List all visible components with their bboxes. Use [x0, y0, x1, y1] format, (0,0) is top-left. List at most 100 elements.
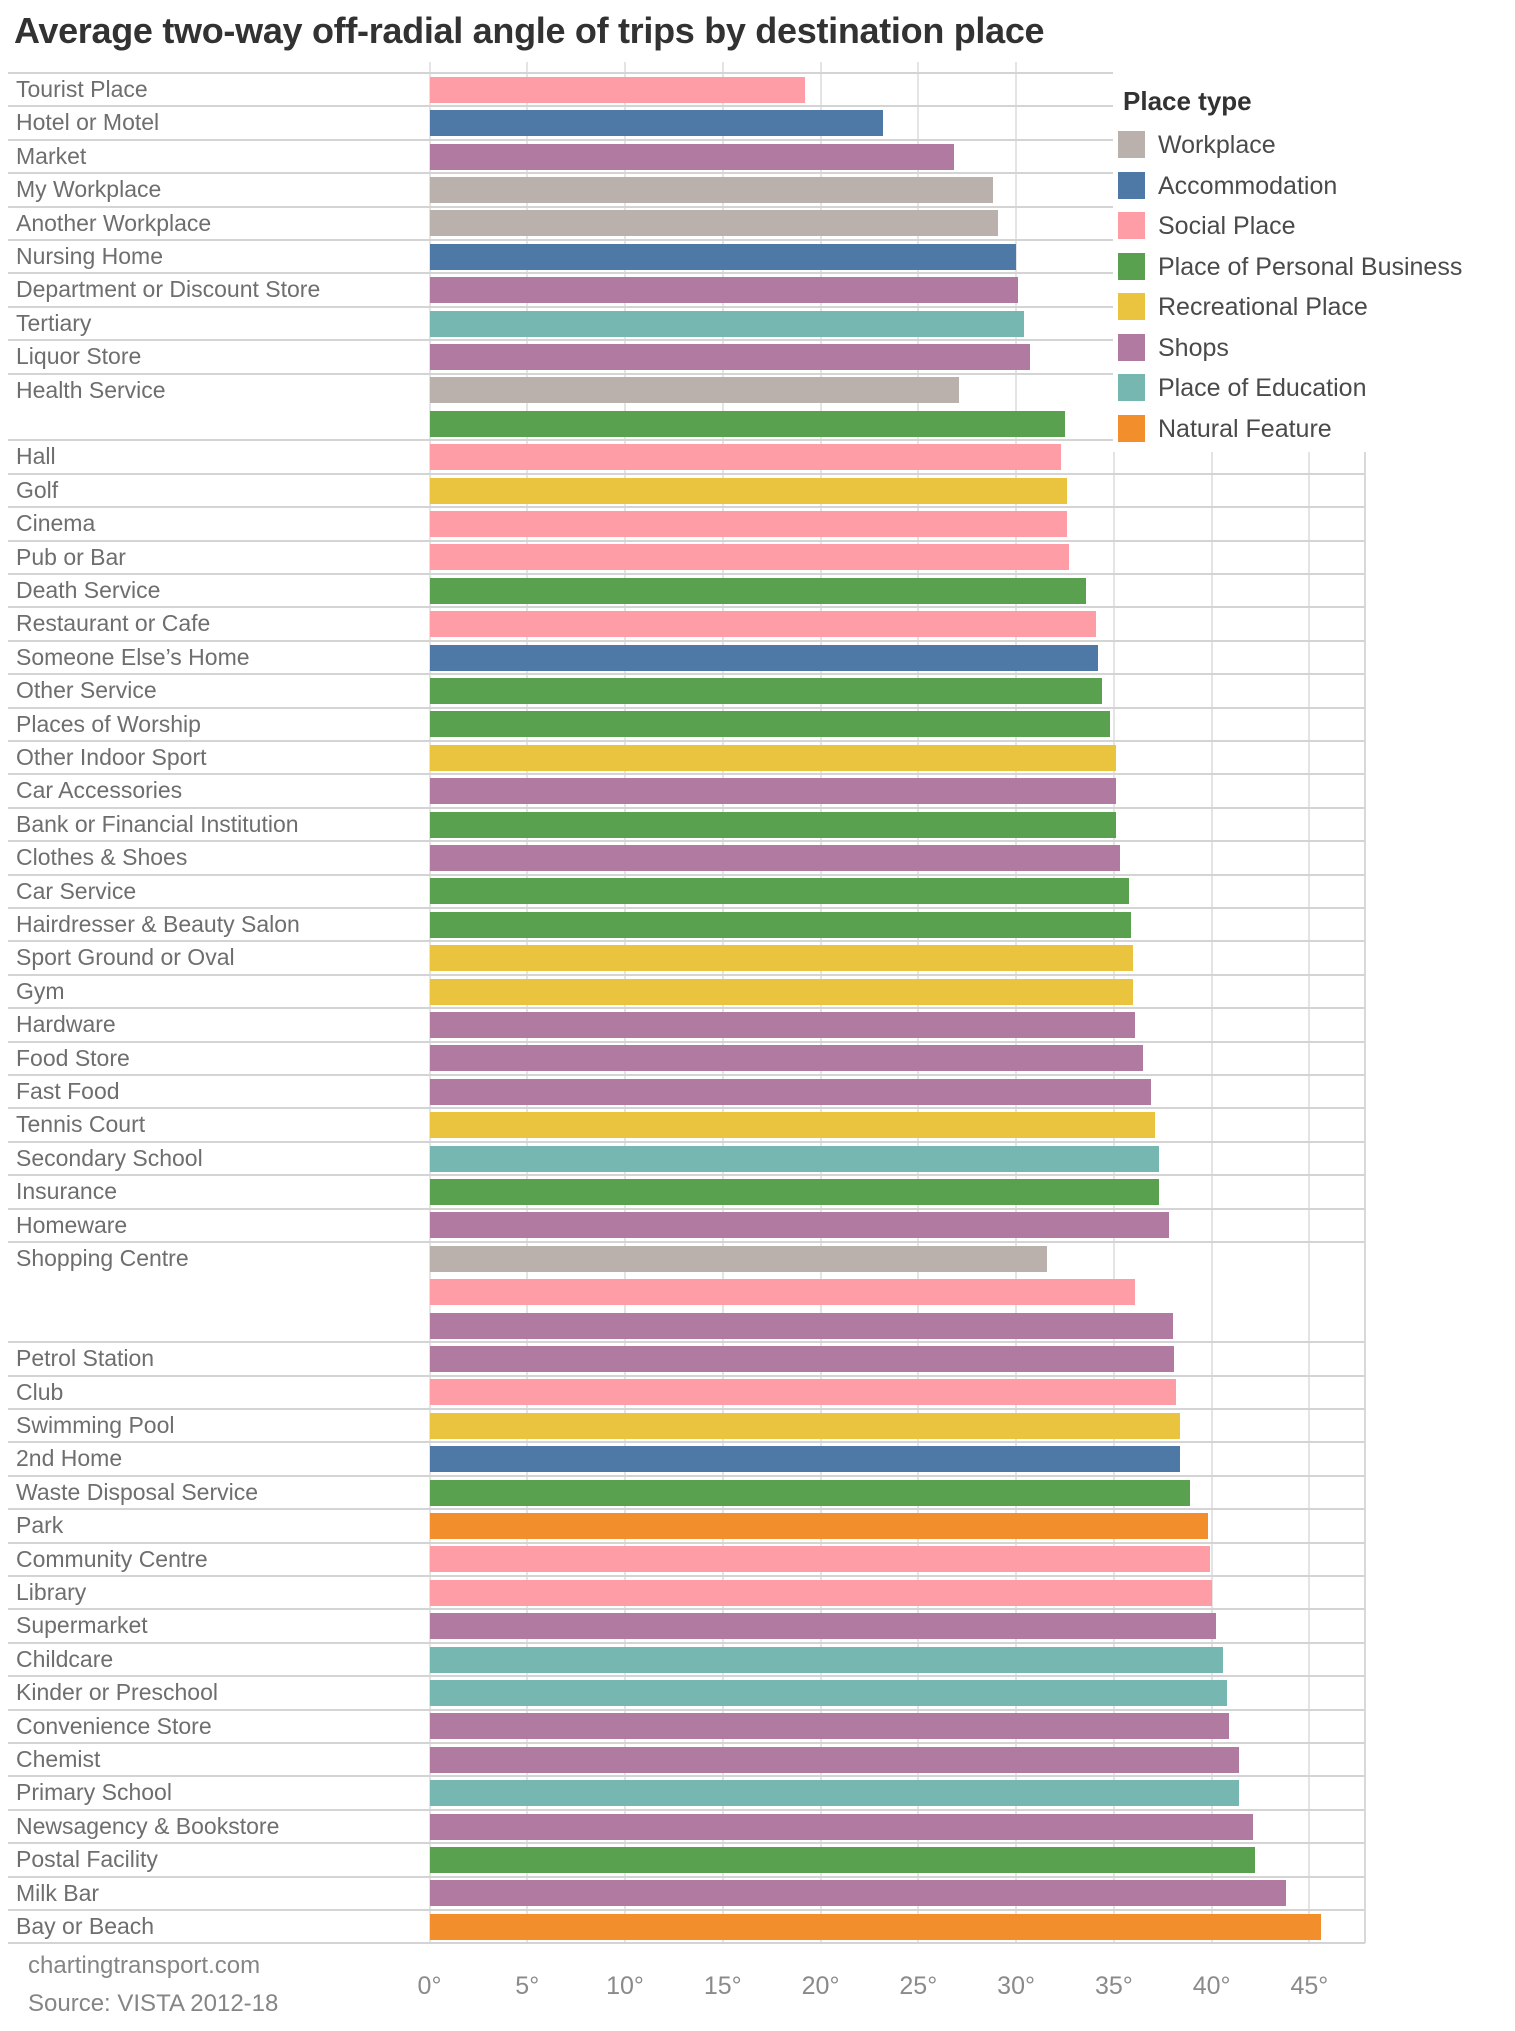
- row-label: Liquor Store: [16, 343, 142, 370]
- row-label: Bank or Financial Institution: [16, 810, 299, 837]
- row-separator: [8, 1508, 1365, 1511]
- row-separator: [8, 239, 1365, 241]
- row-separator: [8, 840, 1365, 843]
- row-label: Food Store: [16, 1044, 130, 1071]
- bar: [429, 444, 1062, 471]
- bar: [429, 310, 1024, 337]
- bar: [429, 878, 1130, 905]
- row-label: Insurance: [16, 1178, 118, 1205]
- legend-title: Place type: [1123, 86, 1252, 116]
- bar: [429, 1178, 1159, 1205]
- bar: [429, 1011, 1136, 1038]
- row-label: My Workplace: [16, 176, 162, 203]
- bar: [429, 1479, 1191, 1506]
- bar: [429, 1412, 1181, 1439]
- bar: [429, 277, 1019, 304]
- legend-swatch: [1118, 374, 1145, 401]
- bar: [429, 1312, 1173, 1339]
- row-label: Park: [16, 1512, 64, 1539]
- row-label: Secondary School: [16, 1144, 203, 1171]
- row-separator: [8, 439, 1365, 442]
- row-separator: [8, 1408, 1365, 1410]
- row-separator: [8, 940, 1365, 943]
- axis-tick-label: 0°: [417, 1972, 442, 2000]
- bar: [429, 1446, 1181, 1473]
- row-separator: [8, 1641, 1365, 1644]
- legend-swatch: [1118, 252, 1145, 280]
- row-label: Clothes & Shoes: [16, 844, 188, 871]
- bar: [429, 1245, 1048, 1272]
- row-label: Tourist Place: [16, 76, 148, 102]
- row-separator: [8, 1675, 1365, 1678]
- row-label: Death Service: [16, 577, 161, 603]
- gridline: [1210, 62, 1213, 1944]
- row-separator: [8, 1174, 1365, 1177]
- row-label: Bay or Beach: [16, 1913, 155, 1939]
- axis-tick-label: 30°: [997, 1972, 1035, 2000]
- row-label: Library: [16, 1579, 87, 1605]
- bar: [429, 1379, 1177, 1406]
- bar: [429, 911, 1132, 938]
- row-label: Sport Ground or Oval: [16, 944, 235, 971]
- bar: [429, 1713, 1230, 1740]
- row-separator: [8, 606, 1365, 609]
- row-label: Gym: [16, 977, 65, 1004]
- bar: [429, 1546, 1210, 1573]
- legend-swatch: [1118, 414, 1145, 442]
- row-label: Homeware: [16, 1211, 128, 1238]
- row-label: Shopping Centre: [16, 1245, 189, 1271]
- bar: [429, 1880, 1286, 1907]
- bar: [429, 76, 805, 103]
- legend-item-label: Shops: [1158, 333, 1229, 362]
- legend-swatch: [1118, 131, 1145, 158]
- bar: [429, 1212, 1169, 1239]
- row-label: Tennis Court: [16, 1111, 146, 1138]
- legend-item-label: Workplace: [1158, 131, 1276, 159]
- bar: [429, 744, 1116, 771]
- row-separator: [8, 205, 1365, 208]
- bar: [429, 577, 1087, 604]
- row-separator: [8, 1074, 1365, 1076]
- row-label: Primary School: [16, 1779, 172, 1806]
- row-label: Newsagency & Bookstore: [16, 1812, 280, 1839]
- row-separator: [8, 1775, 1365, 1778]
- row-label: Postal Facility: [16, 1846, 158, 1873]
- row-label: Fast Food: [16, 1078, 120, 1104]
- row-separator: [8, 873, 1365, 876]
- row-label: Childcare: [16, 1645, 114, 1672]
- bar: [429, 1646, 1224, 1673]
- row-separator: [8, 138, 1365, 141]
- bar: [429, 544, 1069, 571]
- footer-source: Source: VISTA 2012-18: [28, 1990, 279, 2017]
- bar: [429, 1145, 1159, 1172]
- row-separator: [8, 1608, 1365, 1611]
- row-label: Supermarket: [16, 1612, 148, 1639]
- row-separator: [8, 673, 1365, 676]
- row-label: Nursing Home: [16, 243, 163, 269]
- bar: [429, 711, 1110, 738]
- bar: [429, 1078, 1151, 1105]
- row-label: Waste Disposal Service: [16, 1478, 259, 1505]
- legend-item-label: Place of Personal Business: [1158, 252, 1463, 281]
- legend-item-label: Social Place: [1158, 212, 1296, 240]
- row-separator: [8, 172, 1365, 175]
- bar: [429, 377, 960, 404]
- row-label: Golf: [16, 476, 59, 503]
- axis-tick-label: 10°: [606, 1972, 644, 2000]
- bar: [429, 978, 1134, 1005]
- legend-panel: Place type Workplace Accommodation Social …: [1113, 56, 1515, 452]
- row-separator: [8, 1007, 1365, 1010]
- row-label: Pub or Bar: [16, 543, 126, 570]
- row-label: Places of Worship: [16, 710, 201, 737]
- plot-border: [1364, 62, 1366, 1944]
- legend-item-label: Place of Education: [1158, 374, 1367, 402]
- row-separator: [8, 907, 1365, 909]
- gridline: [1308, 62, 1311, 1944]
- row-label: Hotel or Motel: [16, 109, 160, 136]
- axis-tick-label: 25°: [899, 1972, 938, 2000]
- row-separator: [8, 773, 1365, 776]
- axis-tick-label: 45°: [1290, 1972, 1329, 2000]
- axis-tick-label: 35°: [1094, 1972, 1133, 2000]
- row-separator: [8, 1575, 1365, 1577]
- row-separator: [8, 806, 1365, 809]
